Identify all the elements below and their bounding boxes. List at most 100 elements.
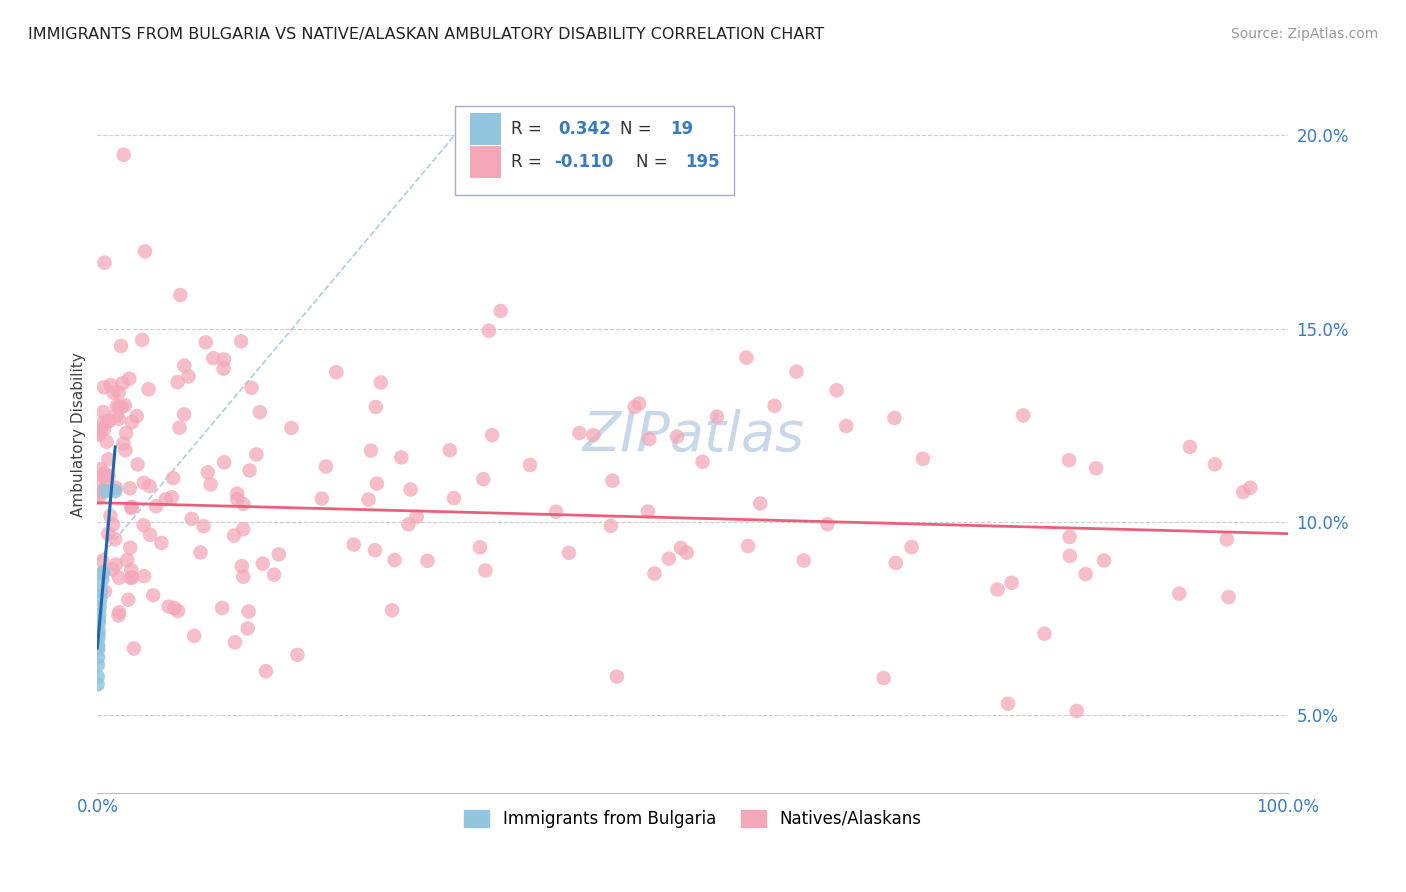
Point [91, 416, 114, 430]
Point [211, 601, 233, 615]
Point [883, 411, 905, 425]
Point [489, 304, 512, 318]
Point [1218, 590, 1240, 604]
Point [793, 553, 815, 567]
Point [389, 450, 412, 465]
Point [91, 573, 114, 587]
Point [101, 517, 124, 532]
FancyBboxPatch shape [470, 146, 501, 178]
Point [1204, 458, 1226, 472]
Point [443, 491, 465, 505]
Point [162, 471, 184, 485]
Point [112, 147, 135, 161]
Point [103, 385, 125, 400]
Text: N =: N = [620, 120, 657, 138]
Point [157, 599, 180, 614]
Point [232, 569, 254, 583]
Point [364, 543, 387, 558]
Point [104, 533, 127, 547]
Point [357, 492, 380, 507]
Point [120, 500, 142, 515]
Point [1059, 549, 1081, 563]
Point [986, 582, 1008, 597]
Text: IMMIGRANTS FROM BULGARIA VS NATIVE/ALASKAN AMBULATORY DISABILITY CORRELATION CHA: IMMIGRANTS FROM BULGARIA VS NATIVE/ALASK… [28, 27, 824, 42]
Point [86, 670, 108, 684]
Point [706, 409, 728, 424]
Point [138, 479, 160, 493]
Point [1232, 485, 1254, 500]
Point [197, 465, 219, 479]
Point [87, 624, 110, 638]
Point [90, 566, 112, 581]
Point [226, 486, 249, 500]
Point [91, 566, 114, 580]
Point [997, 697, 1019, 711]
Point [183, 629, 205, 643]
Point [163, 601, 186, 615]
Point [1085, 461, 1108, 475]
Point [1066, 704, 1088, 718]
Point [93, 405, 115, 419]
Point [115, 426, 138, 441]
Point [558, 546, 581, 560]
Point [267, 547, 290, 561]
Point [115, 553, 138, 567]
Point [114, 398, 136, 412]
Point [252, 557, 274, 571]
Point [1178, 440, 1201, 454]
Point [1092, 553, 1115, 567]
Point [117, 592, 139, 607]
Point [89, 600, 111, 615]
Point [263, 567, 285, 582]
Point [623, 400, 645, 414]
Point [1059, 530, 1081, 544]
Point [1216, 533, 1239, 547]
Point [90, 584, 112, 599]
Point [111, 376, 134, 391]
Point [169, 420, 191, 434]
Point [87, 642, 110, 657]
Point [232, 522, 254, 536]
Point [785, 365, 807, 379]
Point [231, 559, 253, 574]
Point [97, 527, 120, 541]
Point [180, 512, 202, 526]
Point [93, 483, 115, 498]
Point [91, 469, 114, 483]
Point [160, 490, 183, 504]
Point [97, 475, 120, 490]
Point [111, 400, 134, 414]
Point [245, 447, 267, 461]
Point [226, 492, 249, 507]
Point [121, 500, 143, 514]
Point [155, 492, 177, 507]
Point [87, 658, 110, 673]
Point [481, 428, 503, 442]
Point [87, 639, 110, 653]
Text: -0.110: -0.110 [554, 153, 614, 171]
Point [439, 443, 461, 458]
Point [222, 528, 245, 542]
Text: R =: R = [510, 153, 547, 171]
Text: R =: R = [510, 120, 547, 138]
Point [239, 463, 262, 477]
Point [121, 570, 143, 584]
Point [108, 605, 131, 619]
Point [343, 537, 366, 551]
Point [835, 419, 858, 434]
Point [107, 385, 129, 400]
Point [93, 380, 115, 394]
Point [568, 425, 591, 440]
Point [89, 592, 111, 607]
Point [93, 255, 115, 269]
Point [194, 335, 217, 350]
Point [315, 459, 337, 474]
Point [474, 564, 496, 578]
Point [1012, 409, 1035, 423]
Point [145, 499, 167, 513]
Point [370, 376, 392, 390]
Point [366, 476, 388, 491]
Point [360, 443, 382, 458]
Point [692, 455, 714, 469]
Point [112, 436, 135, 450]
